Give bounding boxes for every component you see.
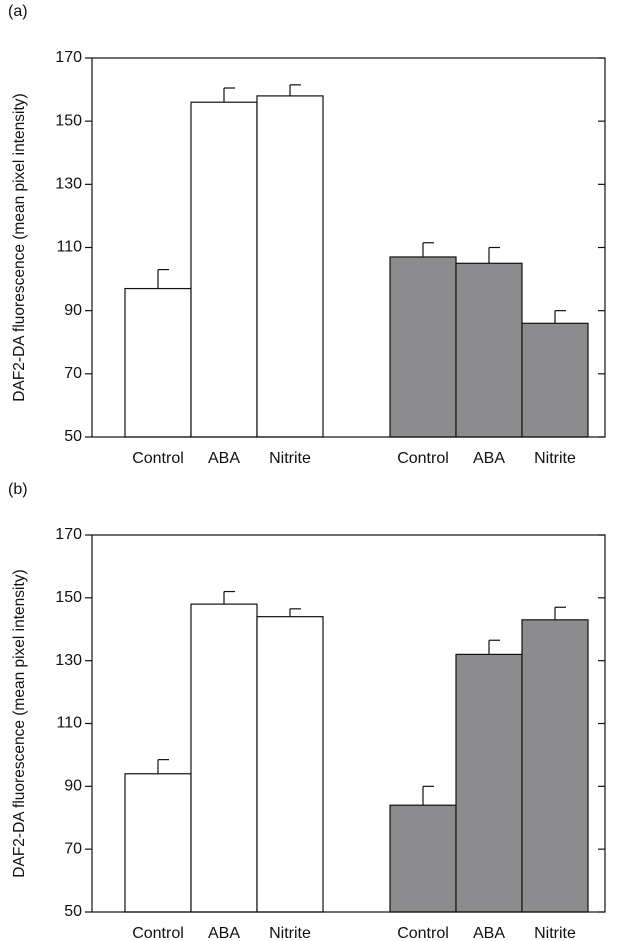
y-tick-label: 170 (55, 526, 82, 543)
y-tick-label: 130 (55, 652, 82, 669)
bar (389, 256, 457, 438)
bar (455, 653, 523, 913)
y-tick-label: 90 (64, 778, 82, 795)
y-tick-label: 110 (56, 239, 82, 256)
bar (256, 95, 324, 438)
bar (521, 619, 589, 913)
y-tick-label: 150 (55, 112, 82, 129)
plot-frame (91, 534, 606, 913)
y-tick-label: 50 (64, 428, 82, 445)
y-tick-label: 70 (64, 365, 82, 382)
y-tick-label: 110 (56, 715, 82, 732)
y-tick-label: 130 (55, 176, 82, 193)
x-tick-label: Control (397, 450, 449, 467)
x-tick-label: ABA (473, 925, 505, 941)
bar (124, 287, 192, 438)
y-axis-title: DAF2-DA fluorescence (mean pixel intensi… (11, 93, 28, 401)
plot-frame (91, 57, 606, 438)
bar (455, 262, 523, 438)
bar (124, 773, 192, 913)
x-tick-label: Control (132, 450, 184, 467)
panel-label: (b) (8, 481, 28, 498)
x-tick-label: Nitrite (269, 450, 311, 467)
y-tick-label: 50 (64, 903, 82, 920)
bar (389, 804, 457, 913)
y-tick-label: 170 (55, 49, 82, 66)
y-tick-label: 90 (64, 302, 82, 319)
panel-label: (a) (8, 3, 28, 20)
x-tick-label: ABA (208, 925, 240, 941)
y-axis-title: DAF2-DA fluorescence (mean pixel intensi… (11, 569, 28, 877)
bar (190, 101, 258, 438)
x-tick-label: ABA (208, 450, 240, 467)
bar (256, 616, 324, 913)
x-tick-label: ABA (473, 450, 505, 467)
y-tick-label: 70 (64, 840, 82, 857)
x-tick-label: Control (132, 925, 184, 941)
y-tick-label: 150 (55, 589, 82, 606)
x-tick-label: Nitrite (269, 925, 311, 941)
x-tick-label: Nitrite (534, 925, 576, 941)
bar (521, 322, 589, 438)
x-tick-label: Control (397, 925, 449, 941)
x-tick-label: Nitrite (534, 450, 576, 467)
bar (190, 603, 258, 913)
